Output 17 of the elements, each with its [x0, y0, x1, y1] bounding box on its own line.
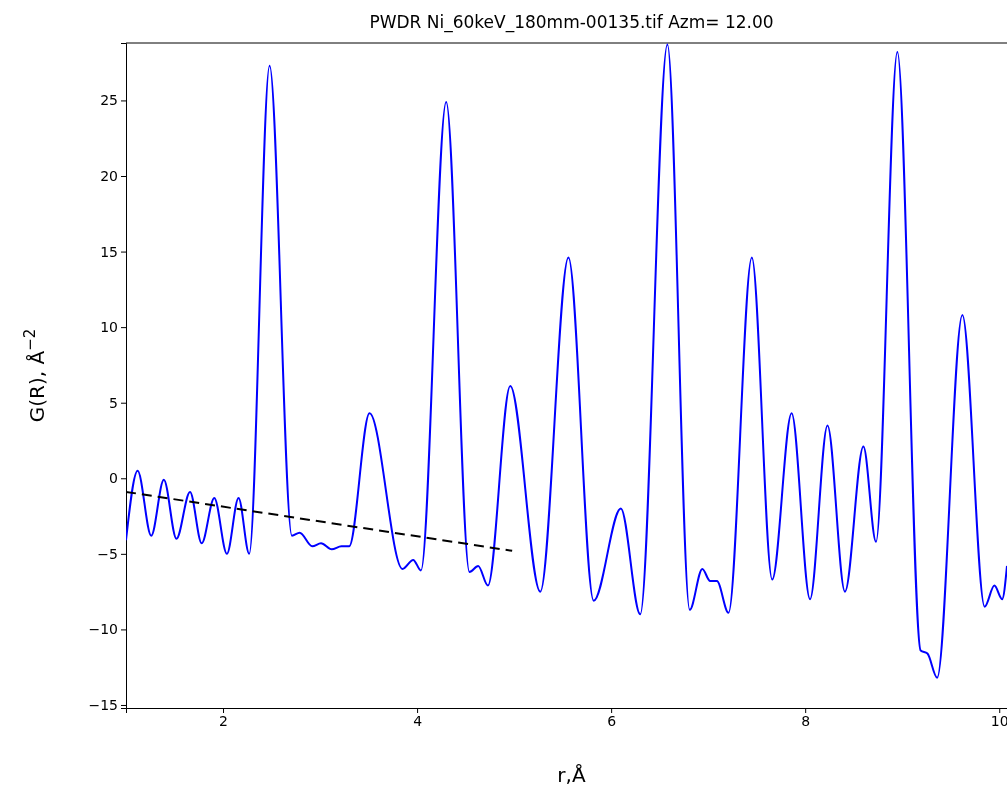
y-tick-label: −10: [88, 621, 118, 638]
x-tick-label: 6: [607, 712, 617, 729]
y-tick-label: 5: [109, 394, 118, 411]
y-tick-label: −15: [88, 696, 118, 713]
y-tick-label: −5: [97, 545, 118, 562]
x-tick-label: 8: [801, 712, 811, 729]
x-tick-label: 4: [413, 712, 423, 729]
x-tick-label: 10: [990, 712, 1007, 729]
y-tick-label: 20: [100, 167, 118, 184]
y-tick-label: 25: [100, 92, 118, 109]
chart-title: PWDR Ni_60keV_180mm-00135.tif Azm= 12.00: [369, 12, 774, 33]
line-series: [126, 43, 1007, 679]
y-tick-label: 10: [100, 319, 118, 336]
y-tick-label: 15: [100, 243, 118, 260]
x-axis-title: r,Å: [557, 763, 586, 787]
y-tick-label: 0: [109, 470, 118, 487]
x-tick-label: 2: [219, 712, 228, 729]
